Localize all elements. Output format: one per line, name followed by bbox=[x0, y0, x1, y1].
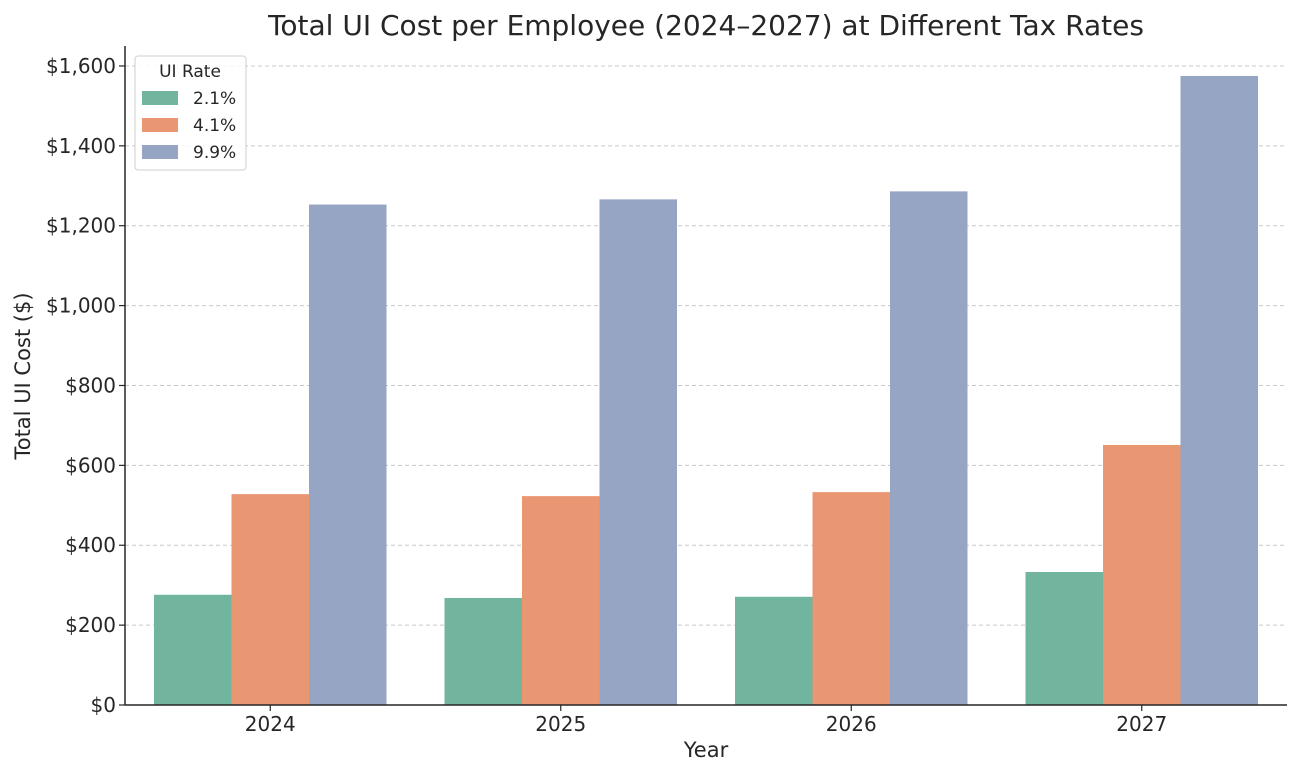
bar-2027-4.1% bbox=[1103, 444, 1181, 705]
legend-entry: 9.9% bbox=[193, 143, 236, 163]
bar-2026-4.1% bbox=[812, 492, 890, 705]
legend-frame bbox=[134, 55, 247, 171]
legend-swatch bbox=[142, 145, 178, 159]
legend-swatch bbox=[142, 91, 178, 105]
x-tick-label: 2027 bbox=[1116, 712, 1167, 736]
bar-2024-4.1% bbox=[231, 494, 309, 705]
bar-2024-2.1% bbox=[154, 594, 232, 705]
y-tick-label: $1,000 bbox=[46, 294, 116, 318]
y-axis-label: Total UI Cost ($) bbox=[11, 292, 35, 460]
x-axis-label: Year bbox=[683, 738, 729, 762]
legend: UI Rate 2.1% 4.1% 9.9% bbox=[134, 55, 247, 171]
bar-2025-9.9% bbox=[599, 199, 677, 705]
bar-2026-9.9% bbox=[890, 191, 968, 705]
bars bbox=[154, 75, 1258, 706]
x-tick-label: 2025 bbox=[535, 712, 586, 736]
y-tick-label: $600 bbox=[65, 453, 116, 477]
bar-2027-9.9% bbox=[1180, 75, 1258, 706]
y-tick-label: $1,600 bbox=[46, 54, 116, 78]
bar-2025-4.1% bbox=[522, 496, 600, 705]
y-tick-label: $400 bbox=[65, 533, 116, 557]
y-tick-label: $1,400 bbox=[46, 134, 116, 158]
y-tick-label: $800 bbox=[65, 373, 116, 397]
legend-title: UI Rate bbox=[159, 62, 221, 82]
legend-swatch bbox=[142, 118, 178, 132]
bar-2026-2.1% bbox=[735, 596, 813, 705]
x-tick-label: 2026 bbox=[826, 712, 877, 736]
y-axis-ticks: $0 $200 $400 $600 $800 $1,000 $1,200 $1,400 $1,6… bbox=[46, 54, 125, 717]
legend-entry: 2.1% bbox=[193, 89, 236, 109]
x-axis-ticks: 2024 2025 2026 2027 bbox=[245, 705, 1167, 736]
bar-2025-2.1% bbox=[444, 597, 522, 705]
bar-2024-9.9% bbox=[309, 204, 387, 705]
legend-entry: 4.1% bbox=[193, 116, 236, 136]
y-tick-label: $0 bbox=[91, 693, 116, 717]
gridlines bbox=[125, 65, 1287, 626]
y-tick-label: $200 bbox=[65, 613, 116, 637]
x-tick-label: 2024 bbox=[245, 712, 296, 736]
bar-2027-2.1% bbox=[1025, 572, 1103, 705]
legend-items: 2.1% 4.1% 9.9% bbox=[142, 89, 236, 163]
chart-title: Total UI Cost per Employee (2024–2027) a… bbox=[267, 9, 1144, 42]
y-tick-label: $1,200 bbox=[46, 214, 116, 238]
